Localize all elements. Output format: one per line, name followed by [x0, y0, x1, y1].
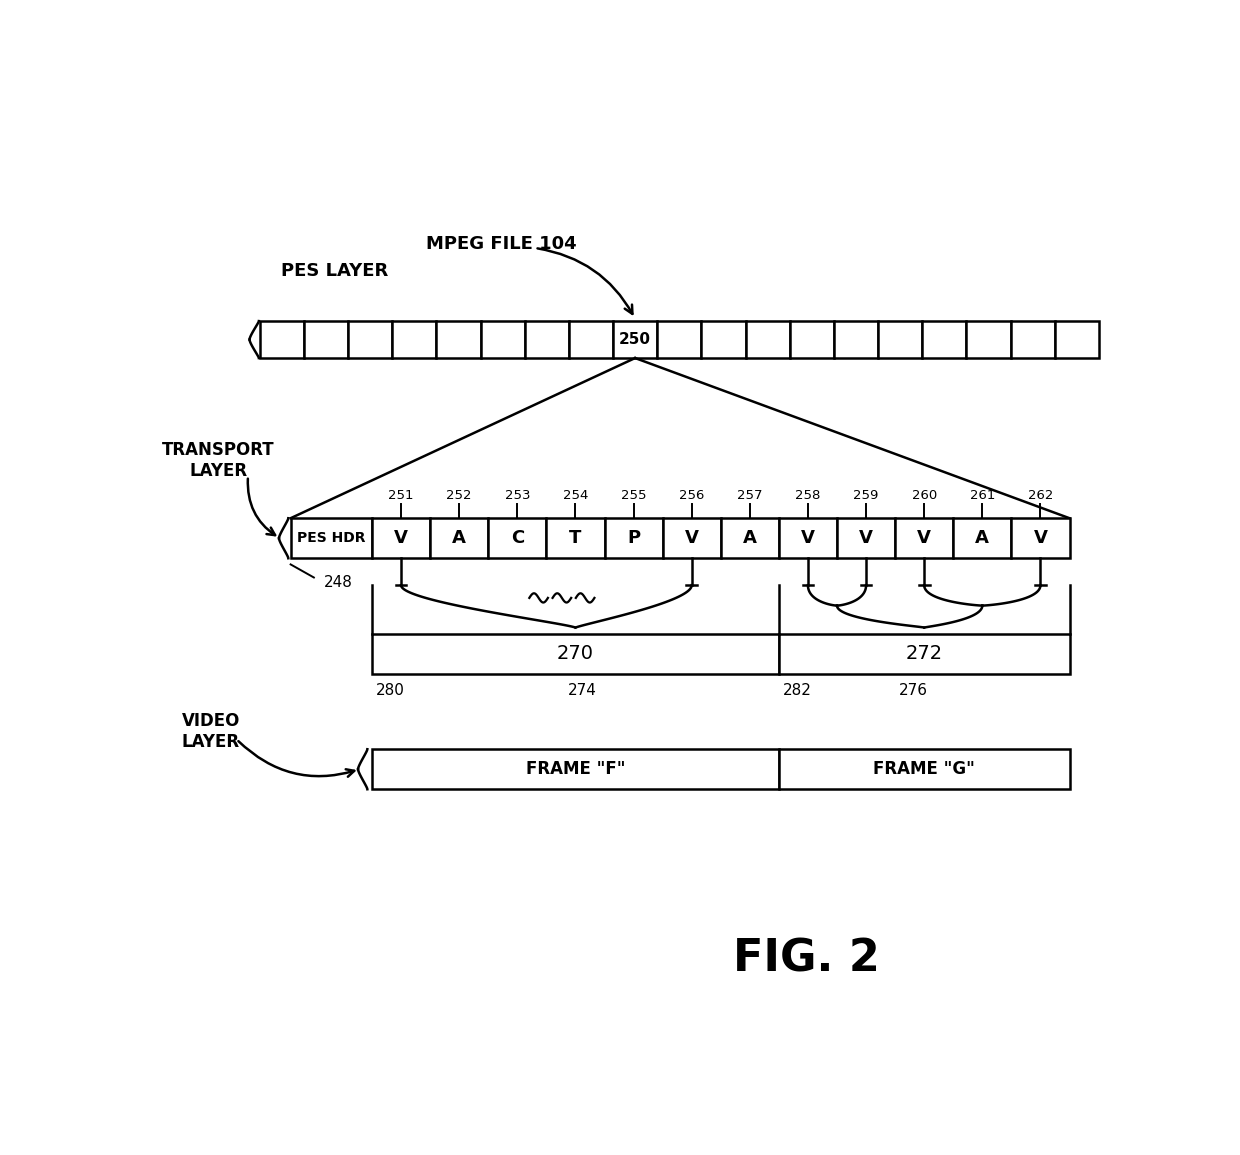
Bar [702, 321, 745, 358]
Bar [779, 634, 1069, 673]
Text: 261: 261 [970, 489, 994, 501]
Text: P: P [627, 529, 640, 547]
Bar [525, 321, 569, 358]
Bar [779, 750, 1069, 789]
Bar [569, 321, 613, 358]
Bar [259, 321, 304, 358]
Bar [348, 321, 392, 358]
Bar [923, 321, 966, 358]
Bar [662, 519, 720, 558]
Text: TRANSPORT
LAYER: TRANSPORT LAYER [162, 441, 275, 479]
Text: A: A [453, 529, 466, 547]
Text: FRAME "F": FRAME "F" [526, 760, 625, 778]
Bar [966, 321, 1011, 358]
Text: MPEG FILE 104: MPEG FILE 104 [427, 236, 577, 253]
Text: 252: 252 [446, 489, 472, 501]
Text: 256: 256 [680, 489, 704, 501]
Bar [790, 321, 833, 358]
Text: 270: 270 [557, 644, 594, 663]
Text: FRAME "G": FRAME "G" [873, 760, 975, 778]
Bar [954, 519, 1012, 558]
Text: 257: 257 [737, 489, 763, 501]
Text: T: T [569, 529, 582, 547]
Text: 253: 253 [505, 489, 529, 501]
Bar [430, 519, 489, 558]
Text: 274: 274 [568, 684, 596, 698]
Text: 258: 258 [795, 489, 821, 501]
Text: 254: 254 [563, 489, 588, 501]
Bar [372, 519, 430, 558]
Text: V: V [859, 529, 873, 547]
Text: V: V [918, 529, 931, 547]
Text: A: A [743, 529, 756, 547]
Bar [1011, 321, 1055, 358]
Bar [372, 750, 779, 789]
Bar [745, 321, 790, 358]
Text: V: V [394, 529, 408, 547]
Bar [290, 519, 372, 558]
Text: C: C [511, 529, 525, 547]
Bar [372, 634, 779, 673]
Bar [720, 519, 779, 558]
Bar [605, 519, 662, 558]
Text: PES HDR: PES HDR [298, 531, 366, 545]
Text: 280: 280 [376, 684, 404, 698]
Bar [392, 321, 436, 358]
Text: VIDEO
LAYER: VIDEO LAYER [181, 713, 241, 751]
Text: 282: 282 [782, 684, 812, 698]
Bar [481, 321, 525, 358]
Text: 259: 259 [853, 489, 879, 501]
Text: 248: 248 [324, 575, 353, 590]
Bar [436, 321, 481, 358]
Bar [779, 519, 837, 558]
Bar [878, 321, 923, 358]
Bar [1055, 321, 1099, 358]
Bar [895, 519, 954, 558]
Bar [657, 321, 702, 358]
Text: V: V [801, 529, 815, 547]
Text: 251: 251 [388, 489, 414, 501]
Text: V: V [684, 529, 698, 547]
Text: V: V [1033, 529, 1048, 547]
Text: 260: 260 [911, 489, 936, 501]
Bar [833, 321, 878, 358]
Text: 262: 262 [1028, 489, 1053, 501]
Bar [304, 321, 348, 358]
Bar [837, 519, 895, 558]
Text: PES LAYER: PES LAYER [280, 262, 388, 280]
Text: 250: 250 [619, 333, 651, 346]
Text: 272: 272 [905, 644, 942, 663]
Bar [489, 519, 547, 558]
Bar [613, 321, 657, 358]
Text: FIG. 2: FIG. 2 [733, 937, 879, 981]
Bar [1012, 519, 1069, 558]
Bar [547, 519, 605, 558]
Text: 276: 276 [899, 684, 928, 698]
Text: 255: 255 [621, 489, 646, 501]
Text: A: A [976, 529, 990, 547]
